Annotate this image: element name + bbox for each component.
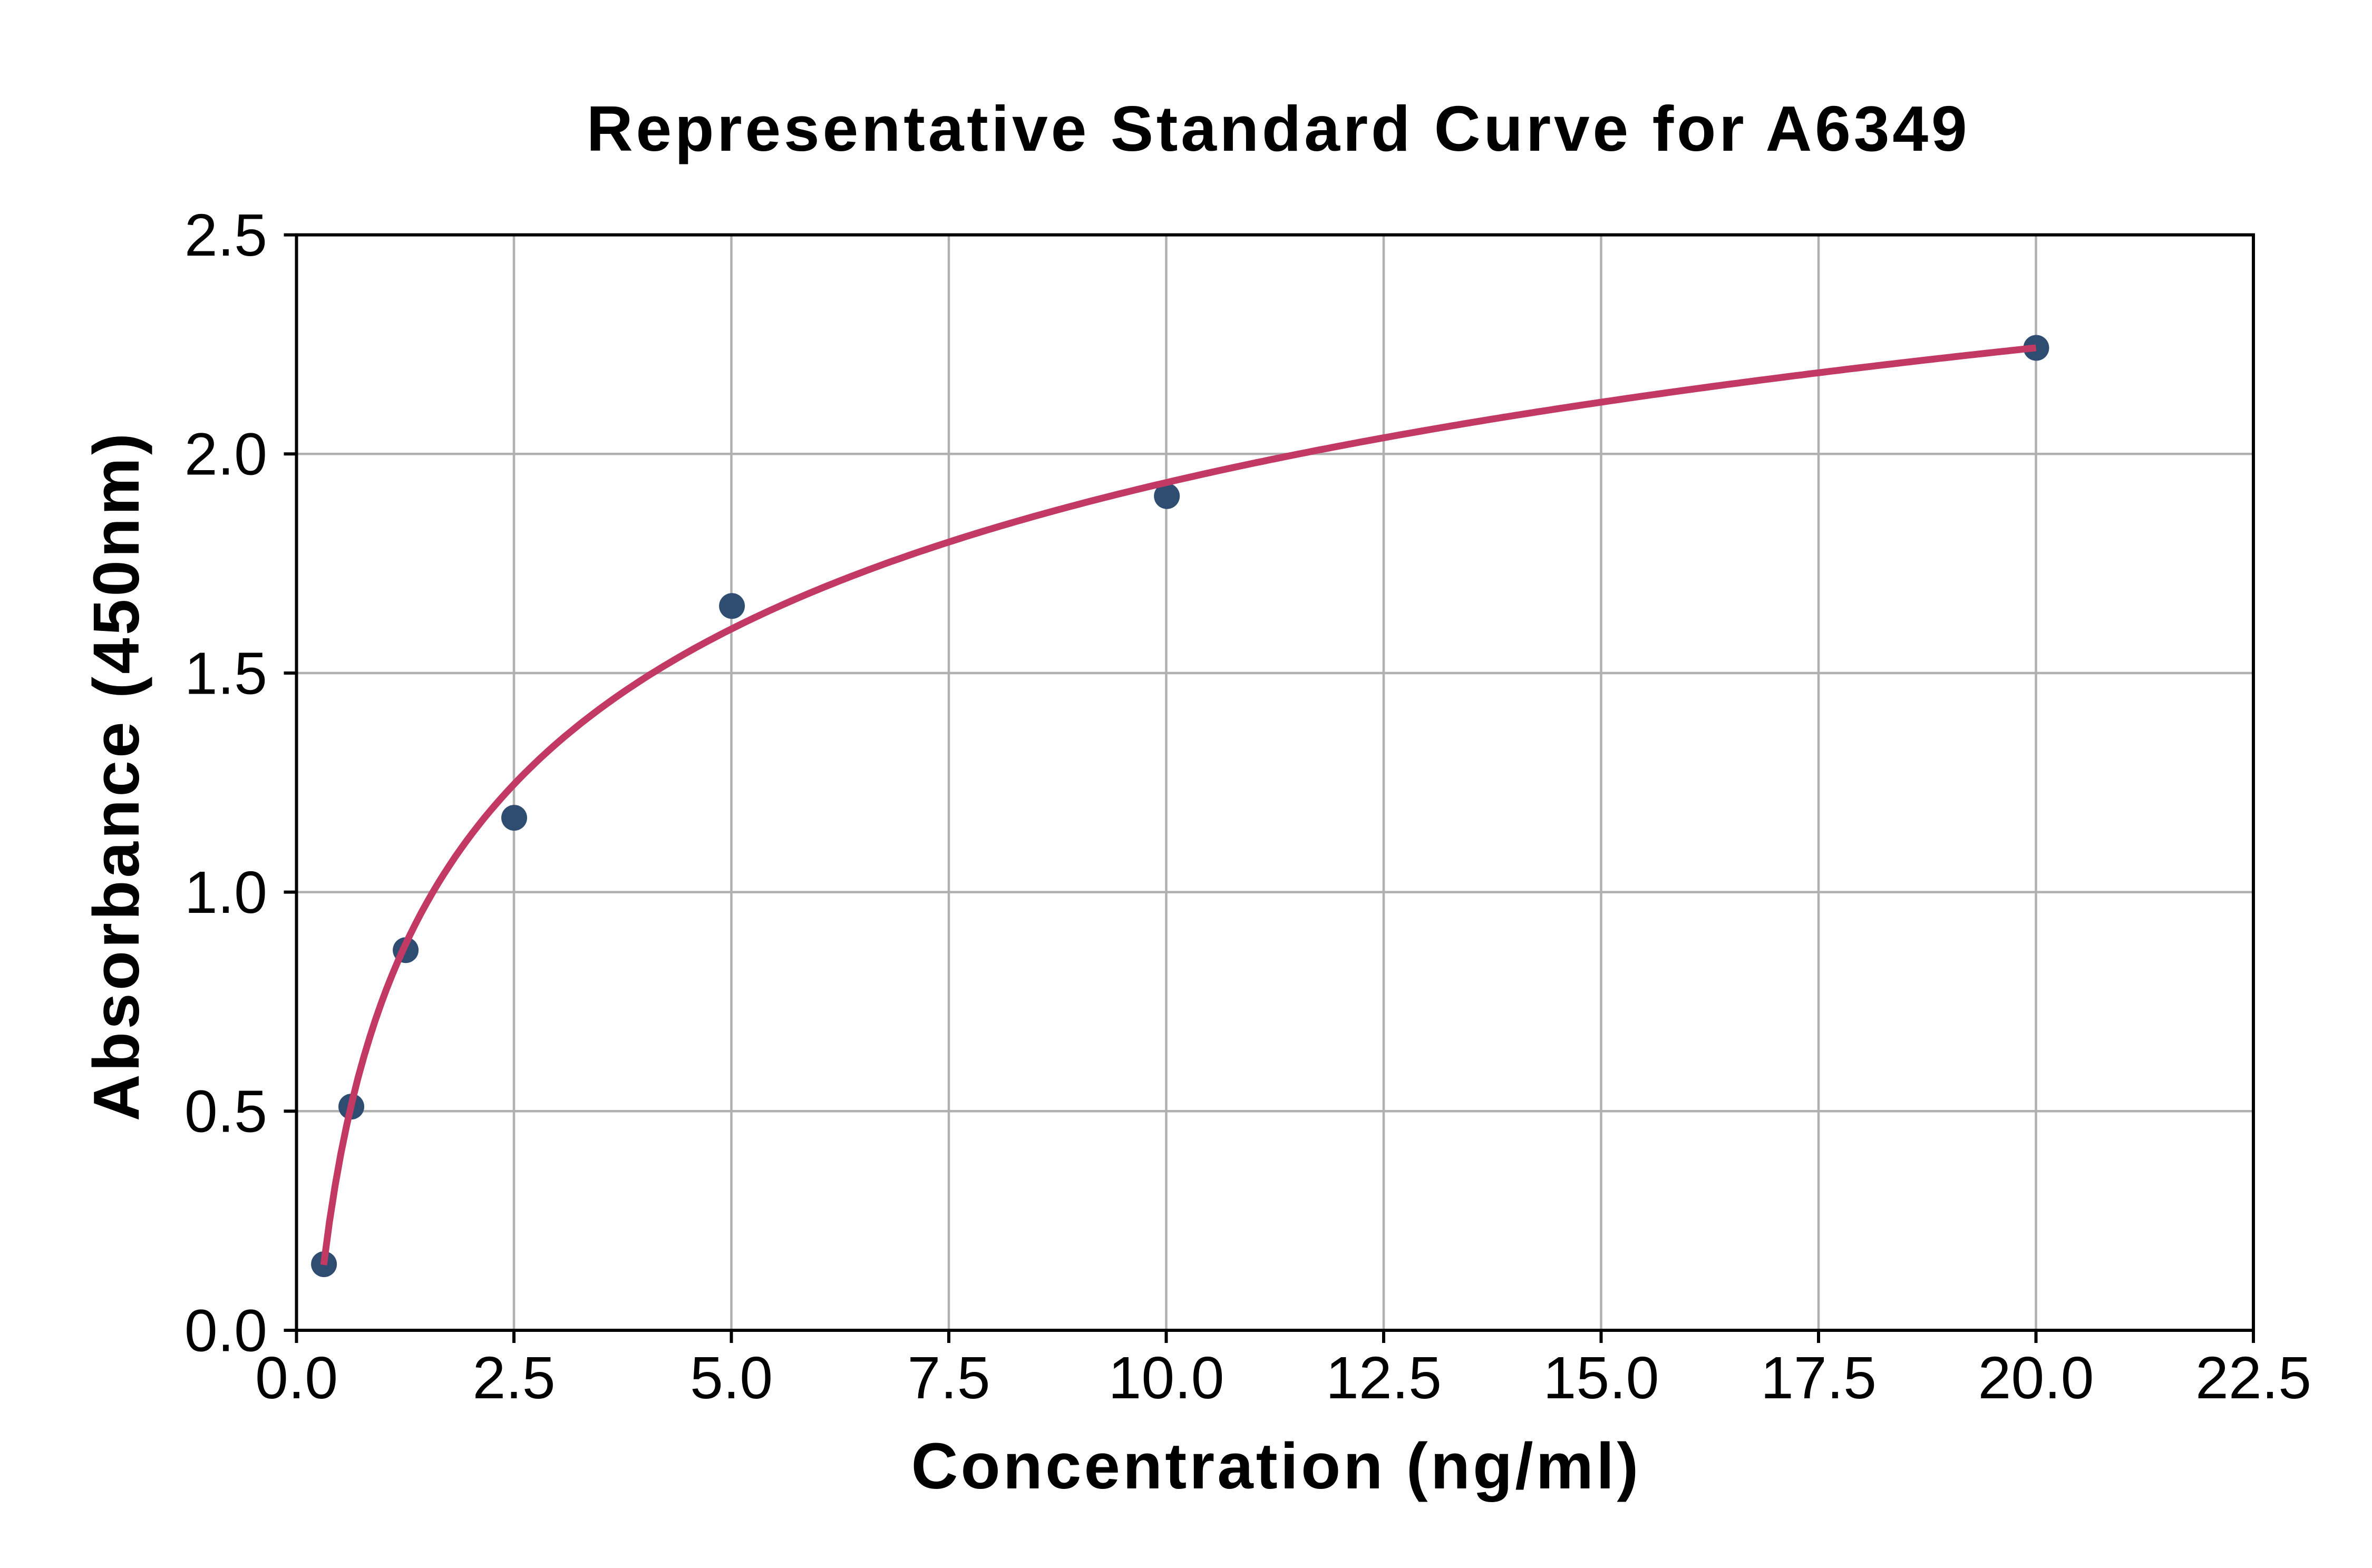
svg-text:15.0: 15.0 bbox=[1543, 1345, 1659, 1411]
svg-text:1.5: 1.5 bbox=[184, 640, 267, 706]
svg-text:2.0: 2.0 bbox=[184, 421, 267, 488]
svg-text:0.0: 0.0 bbox=[255, 1345, 338, 1411]
svg-text:0.5: 0.5 bbox=[184, 1078, 267, 1145]
svg-text:Absorbance (450nm): Absorbance (450nm) bbox=[81, 431, 153, 1121]
svg-text:17.5: 17.5 bbox=[1761, 1345, 1877, 1411]
svg-text:22.5: 22.5 bbox=[2195, 1345, 2311, 1411]
svg-text:1.0: 1.0 bbox=[184, 859, 267, 926]
svg-text:2.5: 2.5 bbox=[472, 1345, 555, 1411]
svg-text:2.5: 2.5 bbox=[184, 202, 267, 268]
svg-text:5.0: 5.0 bbox=[690, 1345, 773, 1411]
svg-text:Representative Standard Curve: Representative Standard Curve for A6349 bbox=[587, 93, 1970, 164]
svg-text:7.5: 7.5 bbox=[907, 1345, 990, 1411]
svg-text:0.0: 0.0 bbox=[184, 1297, 267, 1364]
svg-text:20.0: 20.0 bbox=[1978, 1345, 2094, 1411]
svg-text:12.5: 12.5 bbox=[1326, 1345, 1442, 1411]
svg-text:10.0: 10.0 bbox=[1109, 1345, 1224, 1411]
svg-text:Concentration (ng/ml): Concentration (ng/ml) bbox=[911, 1430, 1641, 1503]
